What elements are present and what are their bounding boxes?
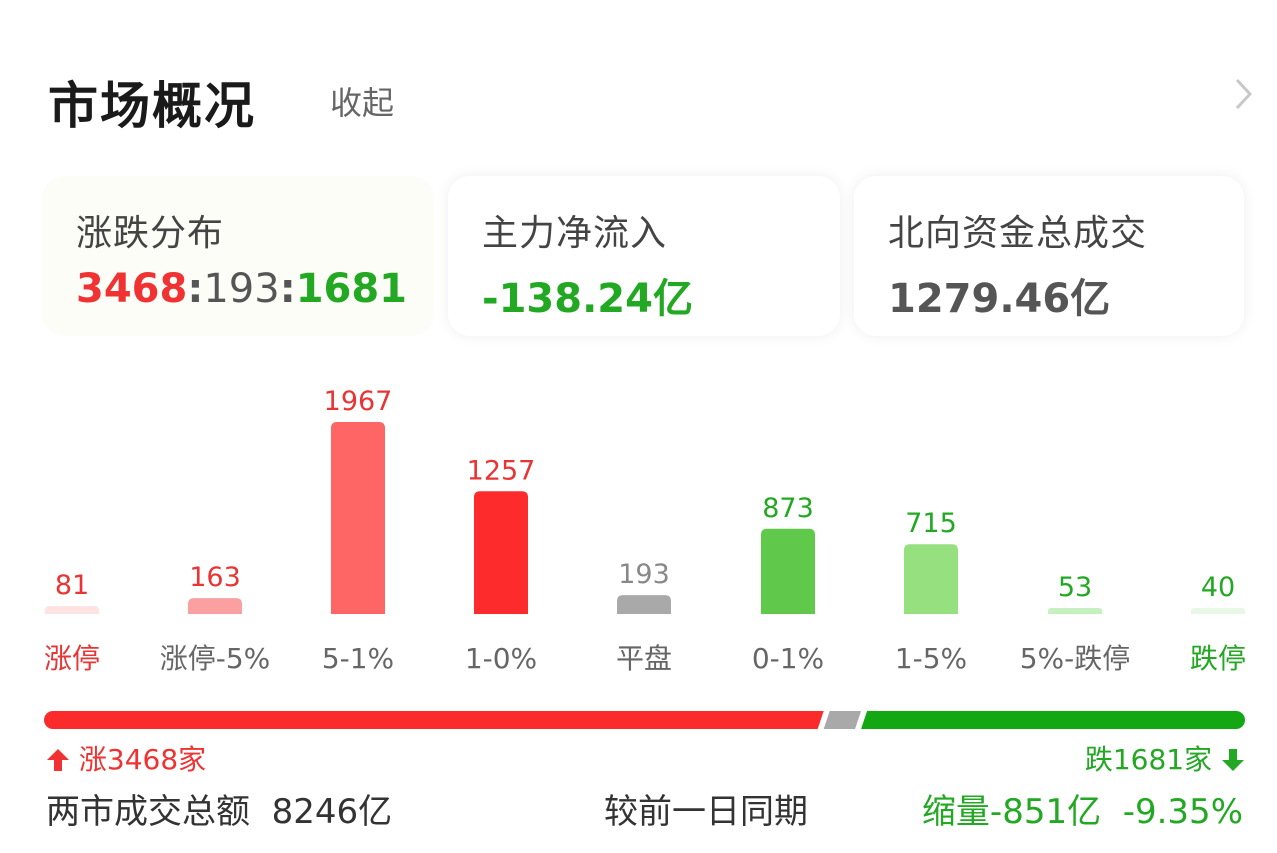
category-label: 5-1%: [322, 642, 394, 675]
volume-change-value: 缩量-851亿: [921, 792, 1102, 832]
compare-label: 较前一日同期: [604, 792, 808, 832]
category-label: 跌停: [1190, 642, 1246, 675]
up-count: 3468: [76, 266, 188, 312]
distribution-label: 涨跌分布: [76, 213, 225, 254]
category-label: 5%-跌停: [1020, 642, 1131, 675]
separator: :: [187, 266, 204, 312]
arrow-up-icon: [47, 749, 69, 771]
distribution-card[interactable]: 涨跌分布 3468:193:1681: [42, 176, 434, 336]
bar-value-label: 193: [618, 559, 670, 590]
arrow-down-icon: [1222, 749, 1244, 771]
down-summary: 跌1681家: [1085, 738, 1245, 778]
category-label: 涨停: [44, 642, 100, 675]
distribution-bar-chart: 81 涨停 163 涨停-5% 1967 5-1% 1257 1-0% 193 平盘 873 0-1%…: [44, 386, 1246, 675]
bar-3: [474, 491, 528, 614]
separator: :: [279, 266, 296, 312]
breadth-bar: [44, 711, 1245, 729]
up-summary-label: 涨3468家: [78, 743, 207, 776]
collapse-button[interactable]: 收起: [330, 84, 395, 122]
distribution-value: 3468:193:1681: [76, 266, 407, 312]
main-inflow-value: -138.24亿: [482, 276, 693, 322]
flat-count: 193: [203, 266, 280, 312]
bar-6: [904, 544, 958, 614]
bar-8: [1191, 608, 1245, 614]
bar-2: [331, 422, 385, 614]
bar-1: [188, 598, 242, 614]
category-label: 平盘: [616, 642, 672, 675]
main-inflow-label: 主力净流入: [482, 213, 668, 254]
down-summary-label: 跌1681家: [1084, 743, 1213, 776]
category-label: 0-1%: [752, 642, 824, 675]
northbound-card[interactable]: 北向资金总成交 1279.46亿: [854, 176, 1244, 336]
category-label: 1-5%: [895, 642, 967, 675]
bar-value-label: 873: [762, 493, 814, 524]
turnover-label: 两市成交总额: [46, 792, 250, 832]
category-label: 涨停-5%: [160, 642, 271, 675]
turnover: 两市成交总额 8246亿: [46, 784, 392, 833]
bar-value-label: 53: [1058, 572, 1092, 603]
bar-value-label: 715: [905, 508, 957, 539]
bar-value-label: 40: [1201, 572, 1235, 603]
bar-value-label: 1257: [467, 455, 536, 486]
bar-value-label: 163: [189, 562, 241, 593]
bar-7: [1048, 608, 1102, 614]
bar-5: [761, 528, 815, 614]
breadth-up-segment: [44, 711, 824, 729]
main-inflow-card[interactable]: 主力净流入 -138.24亿: [448, 176, 840, 336]
category-label: 1-0%: [465, 642, 537, 675]
chevron-right-icon[interactable]: [1228, 74, 1258, 114]
breadth-flat-segment: [823, 711, 862, 729]
turnover-value: 8246亿: [271, 792, 393, 832]
page-title: 市场概况: [48, 77, 256, 135]
breadth-down-segment: [861, 711, 1245, 729]
northbound-value: 1279.46亿: [888, 276, 1111, 322]
volume-change: 缩量-851亿 -9.35%: [922, 784, 1243, 833]
bar-value-label: 81: [55, 570, 89, 601]
volume-change-pct: -9.35%: [1122, 792, 1243, 832]
down-count: 1681: [295, 266, 408, 312]
up-summary: 涨3468家: [46, 738, 206, 778]
bar-0: [45, 606, 99, 614]
bar-value-label: 1967: [324, 386, 393, 417]
bar-4: [617, 595, 671, 614]
northbound-label: 北向资金总成交: [888, 213, 1148, 254]
